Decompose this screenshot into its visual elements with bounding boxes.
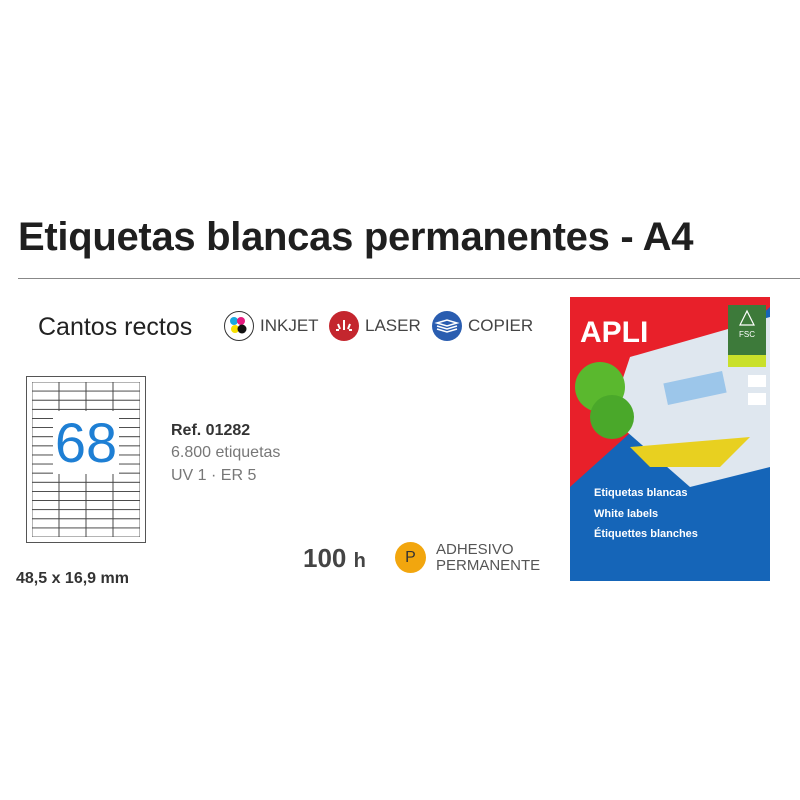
label-cell	[32, 472, 60, 483]
label-cell	[58, 518, 87, 529]
adhesive-badge: P	[395, 542, 426, 573]
label-cell	[32, 518, 60, 529]
label-cell	[85, 481, 114, 492]
label-cell	[58, 472, 87, 483]
label-count: 6.800 etiquetas	[171, 444, 281, 461]
label-cell	[85, 509, 114, 520]
compat-inkjet: INKJET	[224, 311, 319, 341]
label-cell	[58, 399, 87, 410]
labels-per-sheet-number: 68	[52, 411, 120, 474]
label-cell	[112, 390, 140, 401]
fsc-tree-icon	[739, 309, 755, 326]
pack-units: UV 1 · ER 5	[171, 467, 257, 484]
compat-label: COPIER	[468, 316, 534, 335]
label-cell	[58, 500, 87, 511]
label-cell	[32, 382, 60, 392]
compat-label: INKJET	[260, 316, 319, 335]
label-cell	[112, 491, 140, 501]
reference: Ref. 01282	[171, 422, 251, 439]
label-cell	[32, 491, 60, 501]
label-cell	[112, 399, 140, 410]
label-cell	[85, 491, 114, 501]
labels-per-sheet: 68	[26, 411, 146, 474]
label-cell	[85, 518, 114, 529]
sheet-number: 100	[303, 543, 347, 573]
label-cell	[32, 481, 60, 492]
svg-text:White labels: White labels	[594, 508, 658, 520]
label-cell	[112, 472, 140, 483]
label-cell	[85, 390, 114, 401]
label-cell	[85, 527, 114, 537]
label-cell	[58, 491, 87, 501]
label-cell	[85, 500, 114, 511]
label-cell	[58, 509, 87, 520]
divider	[18, 278, 800, 279]
adhesive-type: ADHESIVO PERMANENTE	[436, 542, 540, 574]
label-cell	[85, 399, 114, 410]
label-cell	[112, 509, 140, 520]
compat-laser: LASER	[329, 311, 421, 341]
label-cell	[58, 481, 87, 492]
label-cell	[112, 382, 140, 392]
label-cell	[112, 527, 140, 537]
inkjet-drops-icon	[224, 311, 254, 341]
sheet-count: 100 h	[303, 543, 366, 574]
fsc-certification-text: FSC	[739, 330, 755, 339]
label-cell	[58, 382, 87, 392]
label-cell	[32, 509, 60, 520]
label-cell	[32, 527, 60, 537]
sheet-unit: h	[353, 550, 366, 572]
svg-text:Étiquettes blanches: Étiquettes blanches	[594, 527, 698, 540]
label-cell	[85, 472, 114, 483]
label-cell	[32, 399, 60, 410]
label-cell	[32, 390, 60, 401]
product-package-image: FSC APLI Etiquetas blancas White labels …	[570, 297, 770, 581]
label-cell	[112, 481, 140, 492]
label-cell	[58, 390, 87, 401]
label-cell	[112, 500, 140, 511]
adhesive-line1: ADHESIVO	[436, 541, 514, 558]
edge-type: Cantos rectos	[38, 313, 193, 341]
label-cell	[85, 382, 114, 392]
page-title: Etiquetas blancas permanentes - A4	[18, 215, 694, 259]
laser-icon	[329, 311, 359, 341]
adhesive-line2: PERMANENTE	[436, 557, 541, 574]
copier-icon	[432, 311, 462, 341]
svg-text:Etiquetas blancas: Etiquetas blancas	[594, 487, 688, 499]
label-cell	[32, 500, 60, 511]
fsc-certification-box	[728, 305, 766, 355]
label-cell	[112, 518, 140, 529]
label-size: 48,5 x 16,9 mm	[16, 570, 129, 587]
compat-copier: COPIER	[432, 311, 533, 341]
svg-text:APLI: APLI	[580, 316, 648, 349]
compat-label: LASER	[365, 316, 421, 335]
label-cell	[58, 527, 87, 537]
